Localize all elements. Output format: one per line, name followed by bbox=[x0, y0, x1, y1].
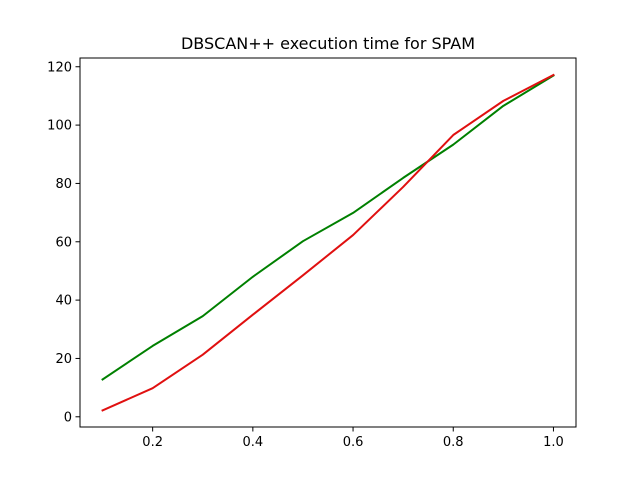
x-tick-label: 0.4 bbox=[243, 435, 264, 450]
y-tick-label: 20 bbox=[55, 352, 72, 367]
y-tick-label: 80 bbox=[55, 177, 72, 192]
y-tick-label: 60 bbox=[55, 235, 72, 250]
y-tick-label: 120 bbox=[47, 60, 72, 75]
x-tick-label: 0.8 bbox=[443, 435, 464, 450]
chart-title: DBSCAN++ execution time for SPAM bbox=[181, 34, 475, 53]
plot-area: 0.2 0.4 0.6 0.8 1.0 0 20 40 60 80 100 120 bbox=[47, 57, 577, 450]
x-tick-label: 1.0 bbox=[543, 435, 564, 450]
series-line-1 bbox=[101, 74, 555, 381]
y-tick-label: 100 bbox=[47, 119, 72, 134]
x-tick-label: 0.6 bbox=[343, 435, 364, 450]
axes-frame bbox=[79, 57, 577, 428]
y-tick-label: 40 bbox=[55, 294, 72, 309]
y-tick-label: 0 bbox=[64, 410, 72, 425]
series-line-2 bbox=[101, 73, 555, 412]
x-tick-label: 0.2 bbox=[142, 435, 163, 450]
